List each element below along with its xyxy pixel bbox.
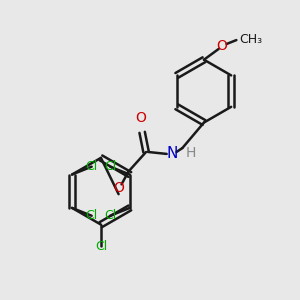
Text: Cl: Cl	[104, 160, 116, 173]
Text: O: O	[136, 112, 147, 125]
Text: Cl: Cl	[85, 209, 98, 222]
Text: Cl: Cl	[104, 209, 116, 222]
Text: CH₃: CH₃	[239, 33, 262, 46]
Text: N: N	[167, 146, 178, 161]
Text: O: O	[216, 39, 227, 53]
Text: H: H	[185, 146, 196, 160]
Text: Cl: Cl	[95, 240, 107, 253]
Text: O: O	[113, 181, 124, 195]
Text: Cl: Cl	[85, 160, 98, 173]
